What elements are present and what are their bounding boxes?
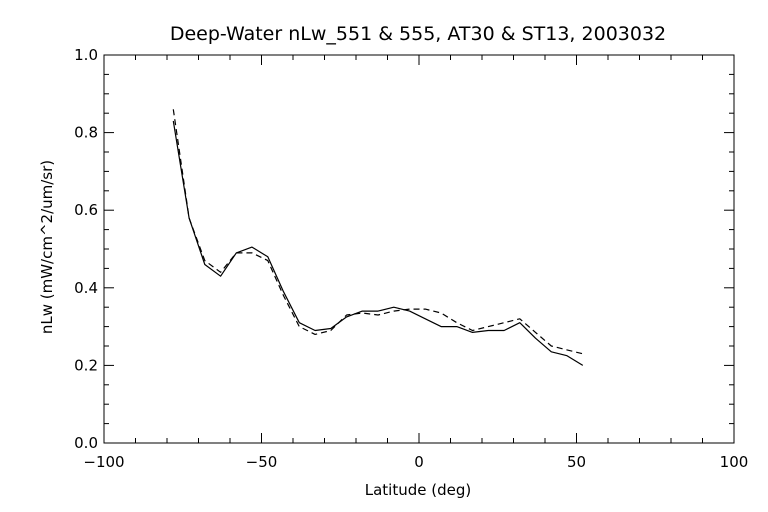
y-tick-label: 0.2 xyxy=(74,356,98,374)
x-tick-label: 100 xyxy=(720,453,749,471)
ticks: −100 −50 0 50 100 0.0 0.2 0.4 0.6 0.8 1.0 xyxy=(74,46,748,471)
y-tick-label: 0.8 xyxy=(74,124,98,142)
x-tick-label: 0 xyxy=(414,453,424,471)
x-tick-label: 50 xyxy=(567,453,586,471)
axes xyxy=(103,54,735,444)
series-line-dashed xyxy=(172,109,583,355)
labels: Deep-Water nLw_551 & 555, AT30 & ST13, 2… xyxy=(38,23,666,499)
y-tick-label: 0.4 xyxy=(74,279,98,297)
chart-title: Deep-Water nLw_551 & 555, AT30 & ST13, 2… xyxy=(170,23,666,45)
y-tick-label: 0.6 xyxy=(74,201,98,219)
x-tick-label: −50 xyxy=(246,453,278,471)
series-line-solid xyxy=(172,120,584,366)
y-tick-label: 0.0 xyxy=(74,434,98,452)
plot-frame xyxy=(103,54,735,444)
series-lines xyxy=(172,109,584,366)
x-tick-label: −100 xyxy=(83,453,124,471)
y-axis-label: nLw (mW/cm^2/um/sr) xyxy=(38,160,56,334)
y-tick-label: 1.0 xyxy=(74,46,98,64)
x-axis-label: Latitude (deg) xyxy=(365,481,471,499)
